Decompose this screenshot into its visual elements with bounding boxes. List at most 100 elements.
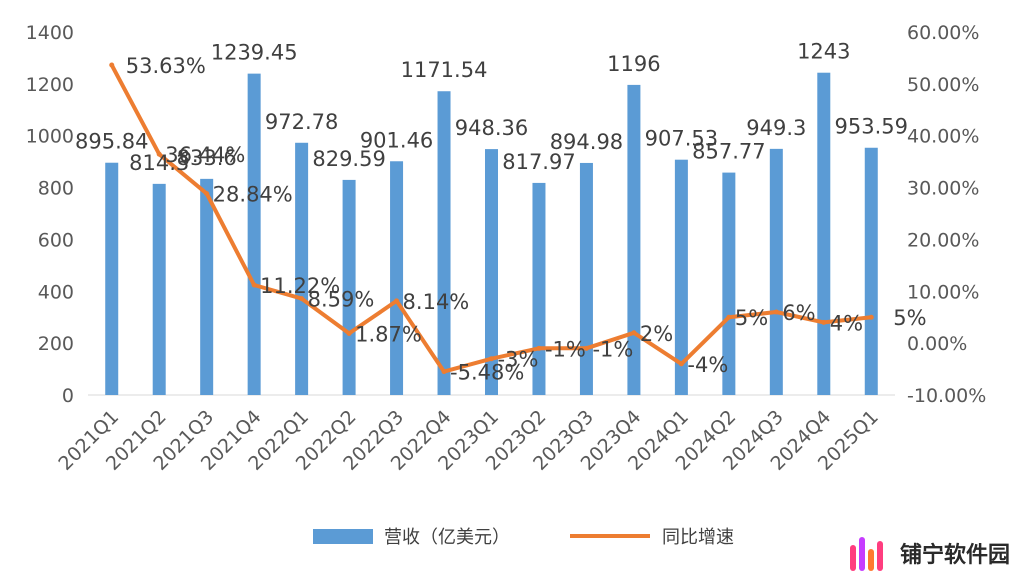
growth-data-label: 11.22% bbox=[260, 274, 340, 298]
revenue-bar bbox=[674, 159, 688, 395]
growth-data-label: 5% bbox=[735, 306, 768, 330]
revenue-bar bbox=[437, 91, 451, 395]
revenue-data-label: 972.78 bbox=[265, 110, 338, 134]
revenue-bar bbox=[200, 178, 214, 395]
growth-data-label: -1% bbox=[592, 337, 633, 361]
growth-rate-point bbox=[631, 330, 637, 336]
y-left-tick-label: 200 bbox=[38, 333, 74, 355]
growth-rate-point bbox=[536, 345, 542, 351]
revenue-bar bbox=[532, 182, 546, 395]
revenue-bar bbox=[817, 72, 831, 395]
revenue-data-label: 907.53 bbox=[645, 127, 718, 151]
revenue-data-label: 953.59 bbox=[835, 115, 908, 139]
y-left-tick-label: 600 bbox=[38, 229, 74, 251]
y-left-tick-label: 400 bbox=[38, 281, 74, 303]
y-left-tick-label: 1400 bbox=[26, 22, 74, 44]
growth-rate-point bbox=[204, 191, 210, 197]
brand-logo-icon bbox=[849, 535, 892, 571]
growth-data-label: -1% bbox=[545, 337, 586, 361]
revenue-data-label: 1243 bbox=[797, 40, 850, 64]
growth-data-label: 53.63% bbox=[126, 54, 206, 78]
growth-rate-point bbox=[441, 369, 447, 375]
revenue-data-label: 895.84 bbox=[75, 130, 148, 154]
revenue-bar bbox=[864, 147, 878, 395]
y-right-tick-label: 0.00% bbox=[907, 333, 967, 355]
legend-label-growth: 同比增速 bbox=[662, 527, 734, 548]
revenue-bar bbox=[342, 179, 356, 395]
revenue-data-label: 814.3 bbox=[129, 151, 189, 175]
revenue-bar bbox=[579, 162, 593, 395]
revenue-bar bbox=[722, 172, 736, 395]
revenue-bar bbox=[152, 183, 166, 395]
y-right-tick-label: 20.00% bbox=[907, 229, 979, 251]
growth-rate-point bbox=[299, 296, 305, 302]
growth-data-label: -4% bbox=[687, 353, 728, 377]
growth-rate-point bbox=[726, 314, 732, 320]
growth-rate-point bbox=[678, 361, 684, 367]
growth-data-label: 1.87% bbox=[355, 322, 422, 346]
growth-data-label: 4% bbox=[830, 311, 863, 335]
revenue-data-label: 857.77 bbox=[692, 140, 765, 164]
growth-rate-point bbox=[773, 309, 779, 315]
growth-rate-point bbox=[489, 356, 494, 362]
revenue-bars bbox=[105, 72, 878, 395]
growth-data-label: 5% bbox=[893, 306, 926, 330]
revenue-data-label: 894.98 bbox=[550, 130, 623, 154]
y-right-tick-label: 40.00% bbox=[907, 126, 979, 148]
revenue-bar bbox=[247, 73, 261, 395]
growth-data-label: 8.59% bbox=[308, 288, 375, 312]
revenue-bar bbox=[627, 84, 641, 395]
right-axis: -10.00% 0.00% 10.00% 20.00% 30.00% 40.00% 50.0… bbox=[907, 22, 986, 407]
growth-rate-point bbox=[583, 345, 589, 351]
y-right-tick-label: -10.00% bbox=[907, 385, 986, 407]
growth-data-label: 8.14% bbox=[403, 290, 470, 314]
legend-label-revenue: 营收（亿美元） bbox=[384, 527, 510, 548]
legend-swatch-revenue bbox=[313, 529, 373, 544]
growth-data-label: 36.44% bbox=[165, 143, 245, 167]
revenue-data-label: 1239.45 bbox=[211, 41, 298, 65]
revenue-bar bbox=[295, 142, 309, 395]
revenue-data-label: 833.6 bbox=[177, 146, 237, 170]
revenue-bar bbox=[390, 161, 404, 395]
growth-data-label: 6% bbox=[782, 301, 815, 325]
revenue-data-label: 948.36 bbox=[455, 116, 528, 140]
left-axis: 0 200 400 600 800 1000 1200 1400 bbox=[26, 22, 74, 407]
y-left-tick-label: 0 bbox=[62, 385, 74, 407]
x-axis-ticks: 2021Q12021Q22021Q32021Q42022Q12022Q22022… bbox=[54, 406, 882, 475]
growth-rate-point bbox=[868, 314, 874, 320]
growth-data-label: 28.84% bbox=[213, 183, 293, 207]
growth-rate-point bbox=[109, 62, 115, 68]
y-right-tick-label: 60.00% bbox=[907, 22, 979, 44]
brand-watermark: 铺宁软件园 bbox=[849, 535, 1010, 571]
revenue-data-label: 829.59 bbox=[312, 147, 385, 171]
growth-rate-point bbox=[156, 151, 162, 157]
growth-rate-point bbox=[394, 298, 400, 304]
legend: 营收（亿美元） 同比增速 bbox=[313, 527, 734, 548]
growth-rate-point bbox=[251, 282, 257, 288]
y-right-tick-label: 30.00% bbox=[907, 178, 979, 200]
revenue-data-label: 949.3 bbox=[746, 116, 806, 140]
y-left-tick-label: 1200 bbox=[26, 74, 74, 96]
growth-rate-point bbox=[346, 330, 352, 336]
y-right-tick-label: 50.00% bbox=[907, 74, 979, 96]
revenue-data-label: 1196 bbox=[607, 52, 660, 76]
growth-rate-point bbox=[821, 319, 827, 325]
growth-data-label: -5.48% bbox=[450, 361, 524, 385]
y-left-tick-label: 1000 bbox=[26, 126, 74, 148]
y-left-tick-label: 800 bbox=[38, 178, 74, 200]
revenue-data-label: 1171.54 bbox=[401, 58, 488, 82]
revenue-data-label: 817.97 bbox=[502, 150, 575, 174]
revenue-bar bbox=[769, 148, 783, 395]
brand-name: 铺宁软件园 bbox=[899, 543, 1010, 568]
revenue-bar bbox=[485, 149, 498, 395]
y-right-tick-label: 10.00% bbox=[907, 281, 979, 303]
growth-data-labels: 53.63% 36.44% 28.84% 11.22%8.59% 1.87% 8.14% -… bbox=[126, 54, 927, 385]
growth-data-label: -3% bbox=[498, 348, 539, 372]
revenue-data-label: 901.46 bbox=[360, 128, 433, 152]
growth-line-layer bbox=[109, 62, 874, 375]
revenue-bar bbox=[105, 162, 119, 395]
growth-data-label: 2% bbox=[640, 322, 673, 346]
